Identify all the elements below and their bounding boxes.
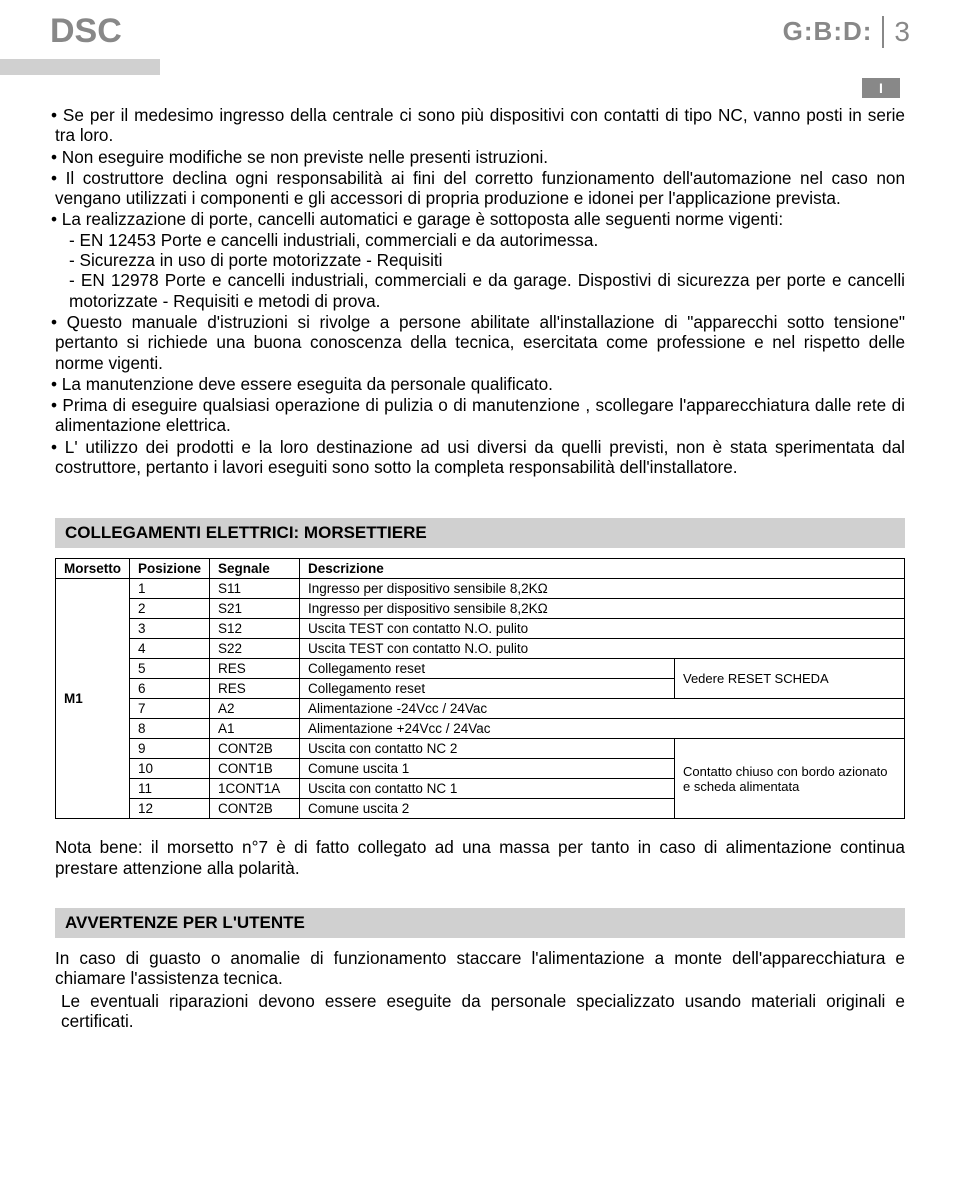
th-descrizione: Descrizione <box>300 559 905 579</box>
table-row: M1 1 S11 Ingresso per dispositivo sensib… <box>56 579 905 599</box>
cell-pos: 8 <box>130 719 210 739</box>
th-segnale: Segnale <box>210 559 300 579</box>
cell-note-contatto: Contatto chiuso con bordo azionato e sch… <box>675 739 905 819</box>
table-row: 7 A2 Alimentazione -24Vcc / 24Vac <box>56 699 905 719</box>
cell-sig: CONT2B <box>210 739 300 759</box>
bullet-item: Prima di eseguire qualsiasi operazione d… <box>55 395 905 436</box>
cell-desc: Comune uscita 2 <box>300 799 675 819</box>
section-heading-avvertenze: AVVERTENZE PER L'UTENTE <box>55 908 905 938</box>
table-row: 3 S12 Uscita TEST con contatto N.O. puli… <box>56 619 905 639</box>
cell-sig: A1 <box>210 719 300 739</box>
table-row: 4 S22 Uscita TEST con contatto N.O. puli… <box>56 639 905 659</box>
th-morsetto: Morsetto <box>56 559 130 579</box>
table-header-row: Morsetto Posizione Segnale Descrizione <box>56 559 905 579</box>
cell-desc: Uscita con contatto NC 1 <box>300 779 675 799</box>
cell-desc: Uscita con contatto NC 2 <box>300 739 675 759</box>
footer-p2: Le eventuali riparazioni devono essere e… <box>55 991 905 1032</box>
nota-bene: Nota bene: il morsetto n°7 è di fatto co… <box>55 837 905 878</box>
bullet-text: La manutenzione deve essere eseguita da … <box>62 374 553 394</box>
bullet-item: Il costruttore declina ogni responsabili… <box>55 168 905 209</box>
cell-pos: 3 <box>130 619 210 639</box>
cell-pos: 4 <box>130 639 210 659</box>
cell-sig: CONT2B <box>210 799 300 819</box>
footer-text: In caso di guasto o anomalie di funziona… <box>55 948 905 1031</box>
cell-desc: Ingresso per dispositivo sensibile 8,2KΩ <box>300 579 905 599</box>
header-right: G:B:D: 3 <box>783 16 910 48</box>
bullet-item: La manutenzione deve essere eseguita da … <box>55 374 905 394</box>
bullet-text: Non eseguire modifiche se non previste n… <box>62 147 548 167</box>
cell-desc: Alimentazione +24Vcc / 24Vac <box>300 719 905 739</box>
cell-sig: A2 <box>210 699 300 719</box>
bullet-item: Questo manuale d'istruzioni si rivolge a… <box>55 312 905 373</box>
table-row: 2 S21 Ingresso per dispositivo sensibile… <box>56 599 905 619</box>
section-heading-collegamenti: COLLEGAMENTI ELETTRICI: MORSETTIERE <box>55 518 905 548</box>
bullet-text: Questo manuale d'istruzioni si rivolge a… <box>55 312 905 373</box>
cell-sig: RES <box>210 679 300 699</box>
bullet-text: La realizzazione di porte, cancelli auto… <box>62 209 783 229</box>
table-row: 9 CONT2B Uscita con contatto NC 2 Contat… <box>56 739 905 759</box>
cell-note-reset: Vedere RESET SCHEDA <box>675 659 905 699</box>
header-decor-band <box>0 59 160 75</box>
cell-pos: 6 <box>130 679 210 699</box>
cell-pos: 11 <box>130 779 210 799</box>
cell-sig: 1CONT1A <box>210 779 300 799</box>
cell-morsetto: M1 <box>56 579 130 819</box>
cell-desc: Uscita TEST con contatto N.O. pulito <box>300 619 905 639</box>
cell-sig: RES <box>210 659 300 679</box>
bullet-item: L' utilizzo dei prodotti e la loro desti… <box>55 437 905 478</box>
cell-sig: S12 <box>210 619 300 639</box>
cell-pos: 12 <box>130 799 210 819</box>
table-row: 5 RES Collegamento reset Vedere RESET SC… <box>56 659 905 679</box>
cell-pos: 9 <box>130 739 210 759</box>
cell-desc: Collegamento reset <box>300 679 675 699</box>
cell-desc: Collegamento reset <box>300 659 675 679</box>
bullet-text: L' utilizzo dei prodotti e la loro desti… <box>55 437 905 477</box>
cell-sig: CONT1B <box>210 759 300 779</box>
doc-title: DSC <box>50 12 122 51</box>
cell-pos: 5 <box>130 659 210 679</box>
sub-bullet: - EN 12978 Porte e cancelli industriali,… <box>55 270 905 311</box>
cell-pos: 10 <box>130 759 210 779</box>
cell-desc: Uscita TEST con contatto N.O. pulito <box>300 639 905 659</box>
main-content: Se per il medesimo ingresso della centra… <box>0 75 960 488</box>
cell-desc: Ingresso per dispositivo sensibile 8,2KΩ <box>300 599 905 619</box>
bullet-text: Il costruttore declina ogni responsabili… <box>55 168 905 208</box>
cell-pos: 1 <box>130 579 210 599</box>
bullet-text: Prima di eseguire qualsiasi operazione d… <box>55 395 905 435</box>
sub-bullet: - EN 12453 Porte e cancelli industriali,… <box>55 230 905 250</box>
cell-desc: Comune uscita 1 <box>300 759 675 779</box>
page-number: 3 <box>882 16 910 48</box>
morsettiere-table: Morsetto Posizione Segnale Descrizione M… <box>55 558 905 819</box>
cell-pos: 7 <box>130 699 210 719</box>
cell-sig: S11 <box>210 579 300 599</box>
language-flag: I <box>862 78 900 98</box>
table-row: 8 A1 Alimentazione +24Vcc / 24Vac <box>56 719 905 739</box>
cell-pos: 2 <box>130 599 210 619</box>
table-container: Morsetto Posizione Segnale Descrizione M… <box>55 558 905 819</box>
cell-desc: Alimentazione -24Vcc / 24Vac <box>300 699 905 719</box>
cell-sig: S21 <box>210 599 300 619</box>
sub-bullet: - Sicurezza in uso di porte motorizzate … <box>55 250 905 270</box>
bullet-item: La realizzazione di porte, cancelli auto… <box>55 209 905 310</box>
footer-p1: In caso di guasto o anomalie di funziona… <box>55 948 905 989</box>
bullet-item: Se per il medesimo ingresso della centra… <box>55 105 905 146</box>
bullet-item: Non eseguire modifiche se non previste n… <box>55 147 905 167</box>
brand-logo: G:B:D: <box>783 16 873 47</box>
page-header: DSC G:B:D: 3 <box>0 0 960 59</box>
cell-sig: S22 <box>210 639 300 659</box>
th-posizione: Posizione <box>130 559 210 579</box>
bullet-text: Se per il medesimo ingresso della centra… <box>55 105 905 145</box>
